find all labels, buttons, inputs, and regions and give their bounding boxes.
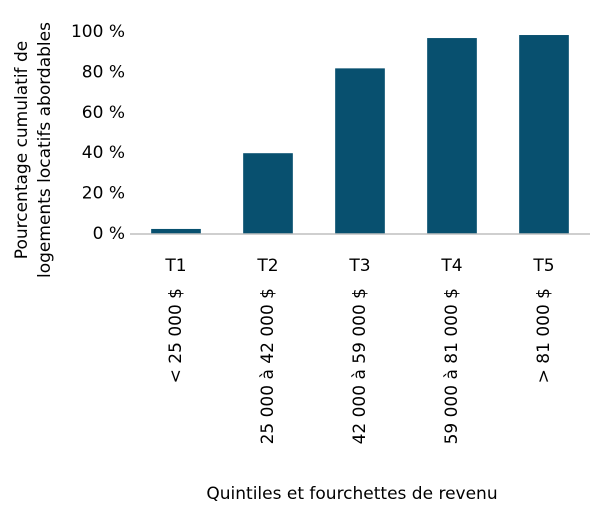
y-axis-title: logements locatifs abordables (35, 22, 55, 278)
bar (427, 38, 477, 235)
y-tick-label: 60 % (82, 103, 125, 123)
y-tick-label: 80 % (82, 62, 125, 82)
x-range-label: 59 000 à 81 000 $ (442, 288, 462, 444)
x-range-label: > 81 000 $ (534, 288, 554, 383)
bar (519, 35, 569, 234)
y-tick-label: 100 % (71, 22, 125, 42)
x-axis-title: Quintiles et fourchettes de revenu (206, 484, 497, 504)
y-tick-label: 20 % (82, 184, 125, 204)
x-tick-label: T4 (440, 256, 462, 276)
y-tick-label: 40 % (82, 143, 125, 163)
x-tick-label: T3 (348, 256, 370, 276)
bar (243, 153, 293, 234)
bar (335, 68, 385, 234)
x-tick-label: T2 (256, 256, 278, 276)
x-tick-label: T1 (164, 256, 186, 276)
x-tick-label: T5 (532, 256, 554, 276)
y-axis-title: Pourcentage cumulatif de (12, 41, 32, 259)
y-tick-label: 0 % (93, 224, 125, 244)
x-range-label: 42 000 à 59 000 $ (350, 288, 370, 444)
bar (151, 228, 201, 234)
x-range-label: < 25 000 $ (166, 288, 186, 383)
x-range-label: 25 000 à 42 000 $ (258, 288, 278, 444)
